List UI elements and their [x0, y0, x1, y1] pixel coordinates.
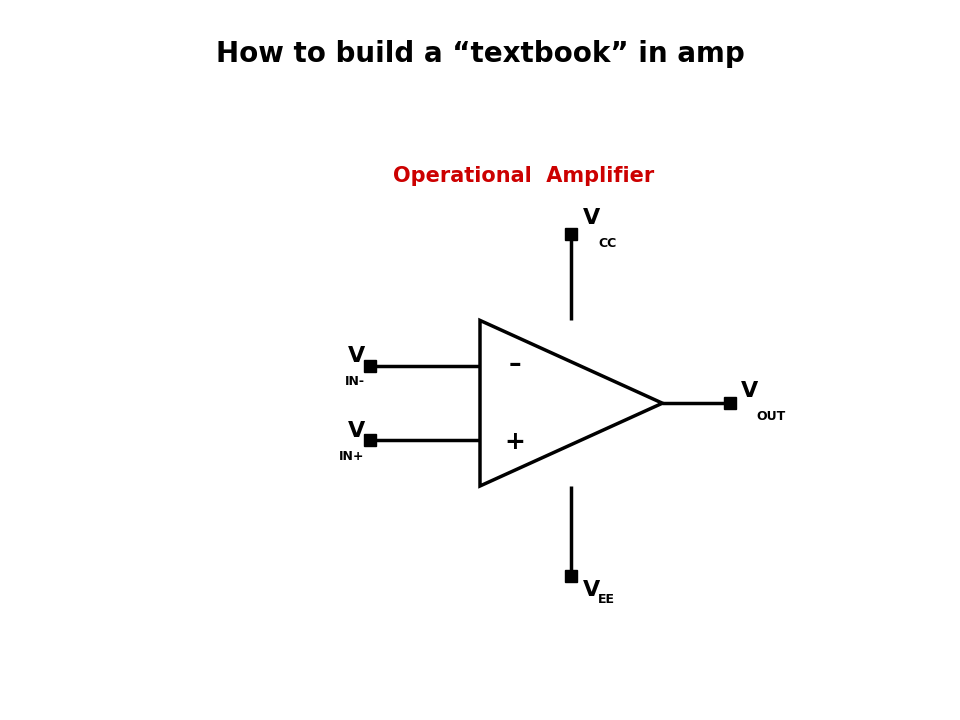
- Text: OUT: OUT: [756, 410, 785, 423]
- Text: V: V: [741, 382, 758, 402]
- Text: V: V: [348, 346, 365, 366]
- Text: –: –: [509, 352, 521, 376]
- Text: +: +: [504, 430, 525, 454]
- Text: V: V: [583, 580, 600, 600]
- Text: IN-: IN-: [345, 375, 365, 388]
- Text: EE: EE: [598, 593, 615, 606]
- Text: CC: CC: [598, 237, 616, 250]
- Text: IN+: IN+: [339, 450, 365, 463]
- Text: How to build a “textbook” in amp: How to build a “textbook” in amp: [216, 40, 744, 68]
- Text: V: V: [348, 421, 365, 441]
- Text: Operational  Amplifier: Operational Amplifier: [393, 166, 654, 186]
- Text: V: V: [583, 208, 600, 228]
